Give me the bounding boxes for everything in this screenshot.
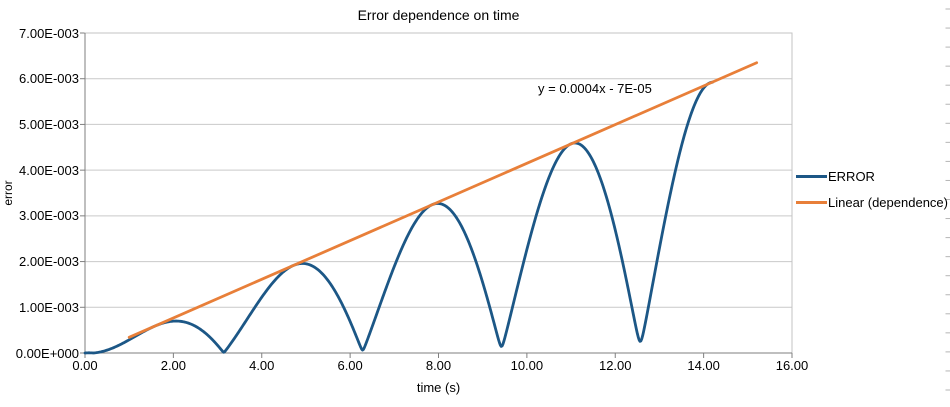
legend-label: ERROR [828,168,875,184]
x-tick-label: 10.00 [510,358,544,373]
x-tick-label: 6.00 [337,358,363,373]
x-axis-title: time (s) [416,380,461,395]
y-tick-label: 5.00E-003 [19,116,79,132]
y-tick-label: 3.00E-003 [19,208,79,224]
chart-title: Error dependence on time [357,7,520,23]
y-tick-label: 4.00E-003 [19,162,79,178]
error-series-line [83,80,714,355]
y-tick-label: 2.00E-003 [19,254,79,270]
x-tick-label: 0.00 [72,358,98,373]
x-tick-label: 12.00 [598,358,632,373]
plot-border [84,32,793,354]
x-tick-label: 4.00 [249,358,275,373]
y-tick-label: 6.00E-003 [19,71,79,87]
x-tick-label: 16.00 [775,358,809,373]
legend-line-swatch [796,200,827,204]
x-tick-label: 14.00 [687,358,720,373]
x-tick-label: 2.00 [160,358,187,373]
legend-item: ERROR [796,163,950,189]
x-tick-label: 8.00 [425,358,452,373]
y-tick-label: 0.00E+000 [15,345,79,361]
trendline-equation-label: y = 0.0004x - 7E-05 [538,81,652,96]
legend-item: Linear (dependence) [796,189,950,215]
legend-line-swatch [796,174,827,178]
trendline [127,61,759,339]
chart-legend: ERROR Linear (dependence) [796,163,950,215]
y-tick-label: 1.00E-003 [19,299,79,315]
legend-label: Linear (dependence) [828,194,948,210]
y-tick-label: 7.00E-003 [19,25,79,41]
